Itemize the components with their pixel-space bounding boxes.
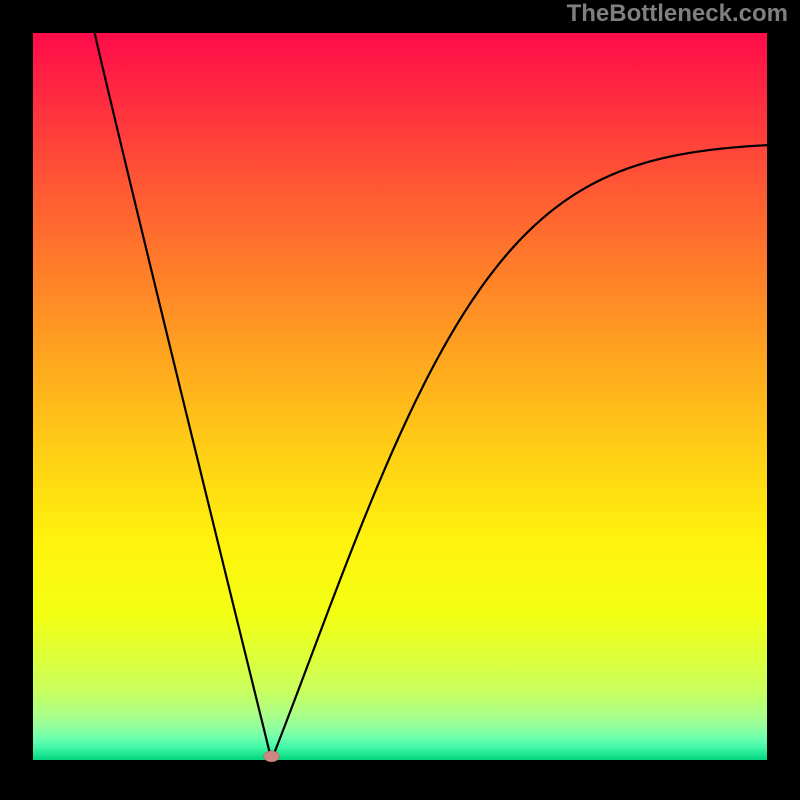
chart-container: TheBottleneck.com xyxy=(0,0,800,800)
gradient-background xyxy=(33,33,767,760)
min-point-marker xyxy=(264,751,280,762)
bottleneck-chart xyxy=(0,0,800,800)
